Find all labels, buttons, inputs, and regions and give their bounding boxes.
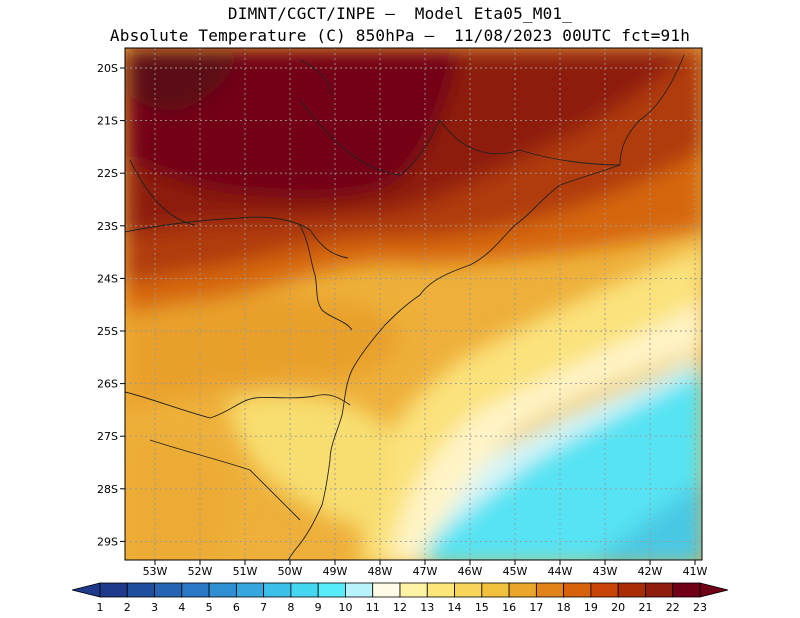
lat-label: 26S <box>97 378 118 391</box>
colorbar-label: 20 <box>611 601 625 614</box>
colorbar-swatch <box>399 582 428 598</box>
colorbar-swatch <box>290 582 319 598</box>
lon-label: 50W <box>278 565 303 578</box>
colorbar-swatch <box>672 582 701 598</box>
colorbar-swatch <box>645 582 674 598</box>
colorbar-swatch <box>99 582 128 598</box>
grid-lines <box>125 48 702 560</box>
lat-label: 29S <box>97 535 118 548</box>
colorbar-swatch <box>508 582 537 598</box>
lat-label: 23S <box>97 220 118 233</box>
colorbar-label: 7 <box>260 601 267 614</box>
colorbar-swatch <box>454 582 483 598</box>
lon-label: 52W <box>188 565 213 578</box>
lat-label: 27S <box>97 430 118 443</box>
colorbar-label: 5 <box>206 601 213 614</box>
colorbar-label: 21 <box>638 601 652 614</box>
lat-label: 28S <box>97 483 118 496</box>
lon-label: 48W <box>368 565 393 578</box>
colorbar-swatch <box>481 582 510 598</box>
lon-label: 49W <box>323 565 348 578</box>
colorbar-label: 3 <box>151 601 158 614</box>
colorbar-swatch <box>317 582 346 598</box>
lon-label: 42W <box>638 565 663 578</box>
chart-title-line1: DIMNT/CGCT/INPE – Model Eta05_M01_ <box>227 4 573 23</box>
lat-label: 20S <box>97 62 118 75</box>
colorbar-swatch <box>235 582 265 598</box>
lon-label: 45W <box>503 565 528 578</box>
plot-frame <box>124 47 703 561</box>
temperature-field <box>125 48 702 560</box>
lat-label: 21S <box>97 115 118 128</box>
colorbar-swatch <box>535 582 565 598</box>
colorbar-swatch <box>263 582 292 598</box>
lon-label: 46W <box>458 565 483 578</box>
colorbar-arrow-left <box>71 582 101 598</box>
colorbar-label: 18 <box>557 601 571 614</box>
colorbar: 1 2 3 4 5 6 7 8 9 10 11 12 13 14 15 16 17 18 19 20 21 22 23 <box>71 582 729 614</box>
lat-label: 24S <box>97 272 118 285</box>
colorbar-label: 22 <box>666 601 680 614</box>
colorbar-swatch <box>181 582 210 598</box>
colorbar-swatch <box>126 582 155 598</box>
colorbar-swatch <box>590 582 619 598</box>
colorbar-label: 15 <box>475 601 489 614</box>
lon-label: 47W <box>413 565 438 578</box>
colorbar-swatch <box>372 582 401 598</box>
colorbar-label: 23 <box>693 601 707 614</box>
colorbar-label: 16 <box>502 601 516 614</box>
colorbar-label: 17 <box>529 601 543 614</box>
colorbar-label: 2 <box>124 601 131 614</box>
coastline-borders <box>124 54 685 561</box>
colorbar-label: 14 <box>448 601 462 614</box>
lat-label: 22S <box>97 167 118 180</box>
lon-label: 53W <box>143 565 168 578</box>
colorbar-swatch <box>426 582 455 598</box>
longitude-labels: 53W 52W 51W 50W 49W 48W 47W 46W 45W 44W 43W 42W 41W <box>143 560 708 578</box>
colorbar-swatch <box>563 582 592 598</box>
colorbar-label: 8 <box>287 601 294 614</box>
colorbar-label: 10 <box>338 601 352 614</box>
colorbar-label: 11 <box>366 601 380 614</box>
colorbar-label: 6 <box>233 601 240 614</box>
colorbar-label: 1 <box>97 601 104 614</box>
lat-label: 25S <box>97 325 118 338</box>
colorbar-label: 13 <box>420 601 434 614</box>
lon-label: 51W <box>233 565 258 578</box>
colorbar-label: 12 <box>393 601 407 614</box>
lon-label: 43W <box>593 565 618 578</box>
latitude-labels: 20S 21S 22S 23S 24S 25S 26S 27S 28S 29S <box>97 62 125 548</box>
colorbar-label: 19 <box>584 601 598 614</box>
colorbar-swatch <box>154 582 183 598</box>
colorbar-arrow-right <box>699 582 729 598</box>
colorbar-swatch <box>208 582 237 598</box>
colorbar-swatch <box>617 582 646 598</box>
chart-title-line2: Absolute Temperature (C) 850hPa – 11/08/… <box>109 26 691 45</box>
colorbar-swatch <box>345 582 374 598</box>
colorbar-label: 4 <box>178 601 185 614</box>
colorbar-label: 9 <box>315 601 322 614</box>
lon-label: 41W <box>683 565 708 578</box>
lon-label: 44W <box>548 565 573 578</box>
